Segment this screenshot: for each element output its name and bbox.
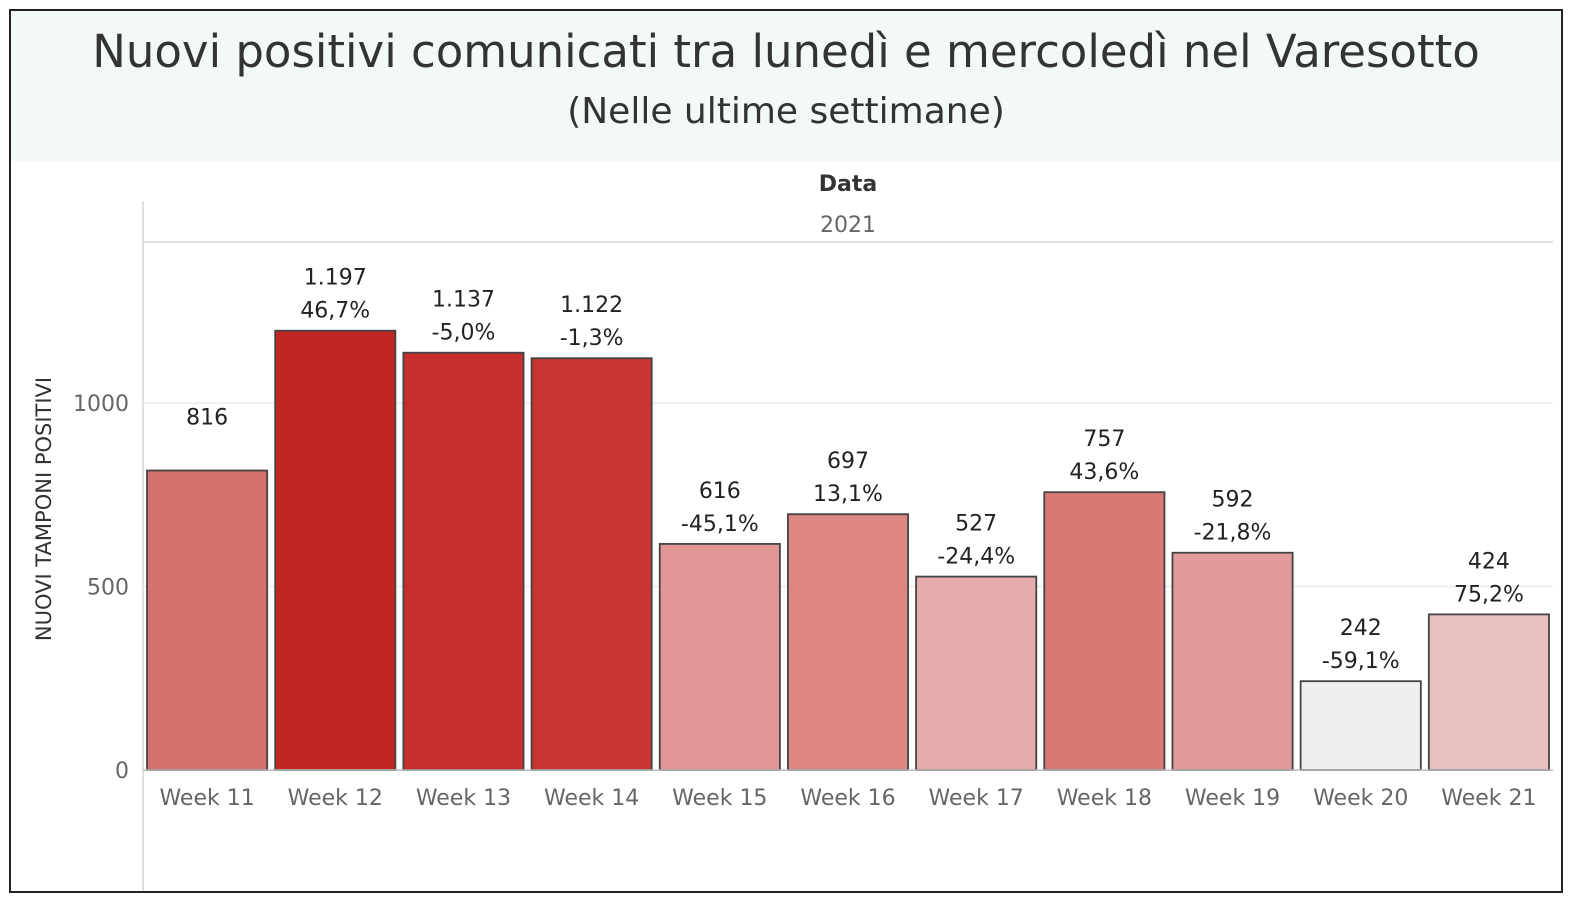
x-tick-label: Week 21	[1441, 786, 1536, 811]
bar	[1299, 680, 1422, 771]
bar	[402, 351, 525, 771]
title-band: Nuovi positivi comunicati tra lunedì e m…	[11, 11, 1561, 161]
bar	[658, 543, 781, 771]
y-axis-title: NUOVI TAMPONI POSITIVI	[32, 377, 56, 641]
bar-change-label: -5,0%	[432, 321, 496, 346]
bar	[274, 329, 397, 771]
x-tick-label: Week 13	[416, 786, 511, 811]
bar-change-label: 43,6%	[1069, 460, 1139, 485]
bar-change-label: -24,4%	[937, 545, 1015, 570]
x-tick-label: Week 16	[800, 786, 895, 811]
bar	[530, 357, 653, 771]
bar-value-label: 1.137	[432, 288, 495, 313]
column-header-label: Data	[819, 172, 877, 197]
bar-change-label: 13,1%	[813, 482, 883, 507]
x-tick-label: Week 15	[672, 786, 767, 811]
bar-value-label: 816	[186, 406, 228, 431]
bar-value-label: 527	[955, 512, 997, 537]
bar	[787, 513, 909, 771]
bar-change-label: -1,3%	[560, 326, 624, 351]
y-tick-label: 0	[115, 759, 129, 784]
bar-value-label: 616	[699, 479, 741, 504]
bar-value-label: 1.197	[304, 266, 367, 291]
bar	[1427, 613, 1550, 771]
bar-value-label: 697	[827, 449, 869, 474]
bar-chart: Data 2021 0 500 1000 NUOVI TAMPONI POSITIVI 81…	[32, 172, 1553, 891]
bar-value-label: 757	[1083, 427, 1125, 452]
bar	[915, 575, 1038, 771]
bar	[1171, 551, 1294, 771]
x-tick-label: Week 20	[1313, 786, 1408, 811]
bar-change-label: 75,2%	[1454, 582, 1524, 607]
chart-frame: Nuovi positivi comunicati tra lunedì e m…	[9, 9, 1563, 893]
chart-title: Nuovi positivi comunicati tra lunedì e m…	[92, 25, 1480, 78]
y-tick-label: 500	[87, 576, 129, 601]
x-tick-label: Week 14	[544, 786, 639, 811]
bar-change-label: 46,7%	[300, 299, 370, 324]
bar-change-label: -21,8%	[1194, 521, 1272, 546]
bar-value-label: 1.122	[560, 293, 623, 318]
x-tick-label: Week 19	[1185, 786, 1280, 811]
chart-subtitle: (Nelle ultime settimane)	[567, 91, 1005, 132]
x-tick-label: Week 18	[1057, 786, 1152, 811]
y-tick-label: 1000	[73, 392, 129, 417]
x-tick-label: Week 12	[288, 786, 383, 811]
bar-change-label: -59,1%	[1322, 649, 1400, 674]
bar-value-label: 424	[1468, 549, 1510, 574]
bar-value-label: 242	[1340, 616, 1382, 641]
column-year-label: 2021	[820, 213, 876, 238]
bar-change-label: -45,1%	[681, 512, 759, 537]
bar	[1043, 491, 1166, 771]
bar	[146, 469, 269, 771]
bar-value-label: 592	[1212, 488, 1254, 513]
x-tick-label: Week 11	[159, 786, 254, 811]
x-tick-label: Week 17	[929, 786, 1024, 811]
